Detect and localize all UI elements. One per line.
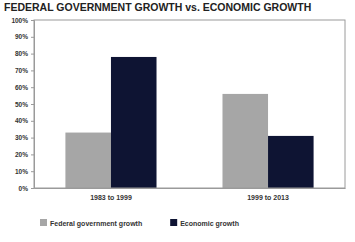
bar xyxy=(111,57,157,188)
y-tick-label: 100% xyxy=(11,17,28,24)
x-tick-label: 1983 to 1999 xyxy=(90,194,132,201)
legend-label: Federal government growth xyxy=(50,220,142,228)
bar xyxy=(65,133,111,188)
y-tick: 50% xyxy=(15,101,34,108)
legend: Federal government growth Economic growth xyxy=(40,219,239,228)
y-tick-mark xyxy=(31,87,34,88)
y-tick: 30% xyxy=(15,134,34,141)
y-tick-label: 30% xyxy=(15,134,28,141)
y-tick: 70% xyxy=(15,67,34,74)
y-tick-label: 0% xyxy=(19,185,29,192)
y-tick-mark xyxy=(31,37,34,38)
y-tick-mark xyxy=(31,121,34,122)
y-tick: 60% xyxy=(15,84,34,91)
bar xyxy=(268,136,314,188)
y-tick-mark xyxy=(31,54,34,55)
y-tick-label: 50% xyxy=(15,101,28,108)
y-tick: 20% xyxy=(15,151,34,158)
bar xyxy=(222,94,268,188)
x-tick: 1999 to 2013 xyxy=(247,188,289,201)
y-tick: 100% xyxy=(11,17,34,24)
legend-item: Economic growth xyxy=(170,219,239,228)
chart: FEDERAL GOVERNMENT GROWTH vs. ECONOMIC G… xyxy=(0,0,355,242)
y-tick-mark xyxy=(31,138,34,139)
y-tick-label: 70% xyxy=(15,67,28,74)
legend-swatch xyxy=(40,219,47,226)
y-tick: 10% xyxy=(15,168,34,175)
title: FEDERAL GOVERNMENT GROWTH vs. ECONOMIC G… xyxy=(4,1,311,13)
bars xyxy=(65,57,313,188)
y-tick-label: 20% xyxy=(15,151,28,158)
y-tick-label: 80% xyxy=(15,50,28,57)
y-tick-mark xyxy=(31,70,34,71)
y-tick-label: 90% xyxy=(15,33,28,40)
plot: 0% 10% 20% 30% 40% 50% 60% 70% 80% 90% 100% 1983 to… xyxy=(11,17,345,201)
y-tick: 80% xyxy=(15,50,34,57)
y-tick-label: 40% xyxy=(15,117,28,124)
x-axis: 1983 to 1999 1999 to 2013 xyxy=(35,188,346,201)
y-tick-mark xyxy=(31,104,34,105)
legend-label: Economic growth xyxy=(180,220,239,228)
x-tick: 1983 to 1999 xyxy=(90,188,132,201)
y-tick-mark xyxy=(31,20,34,21)
y-tick-label: 60% xyxy=(15,84,28,91)
y-tick-mark xyxy=(31,154,34,155)
y-tick: 0% xyxy=(19,185,34,192)
y-tick-mark xyxy=(31,171,34,172)
legend-item: Federal government growth xyxy=(40,219,142,228)
y-tick-mark xyxy=(31,188,34,189)
y-tick-label: 10% xyxy=(15,168,28,175)
y-axis-line xyxy=(31,21,35,189)
legend-swatch xyxy=(170,219,177,226)
y-tick: 90% xyxy=(15,33,34,40)
plot-frame xyxy=(34,20,345,188)
x-tick-label: 1999 to 2013 xyxy=(247,194,289,201)
y-axis: 0% 10% 20% 30% 40% 50% 60% 70% 80% 90% 100% xyxy=(11,17,34,192)
x-axis-line xyxy=(35,188,346,189)
y-tick: 40% xyxy=(15,117,34,124)
